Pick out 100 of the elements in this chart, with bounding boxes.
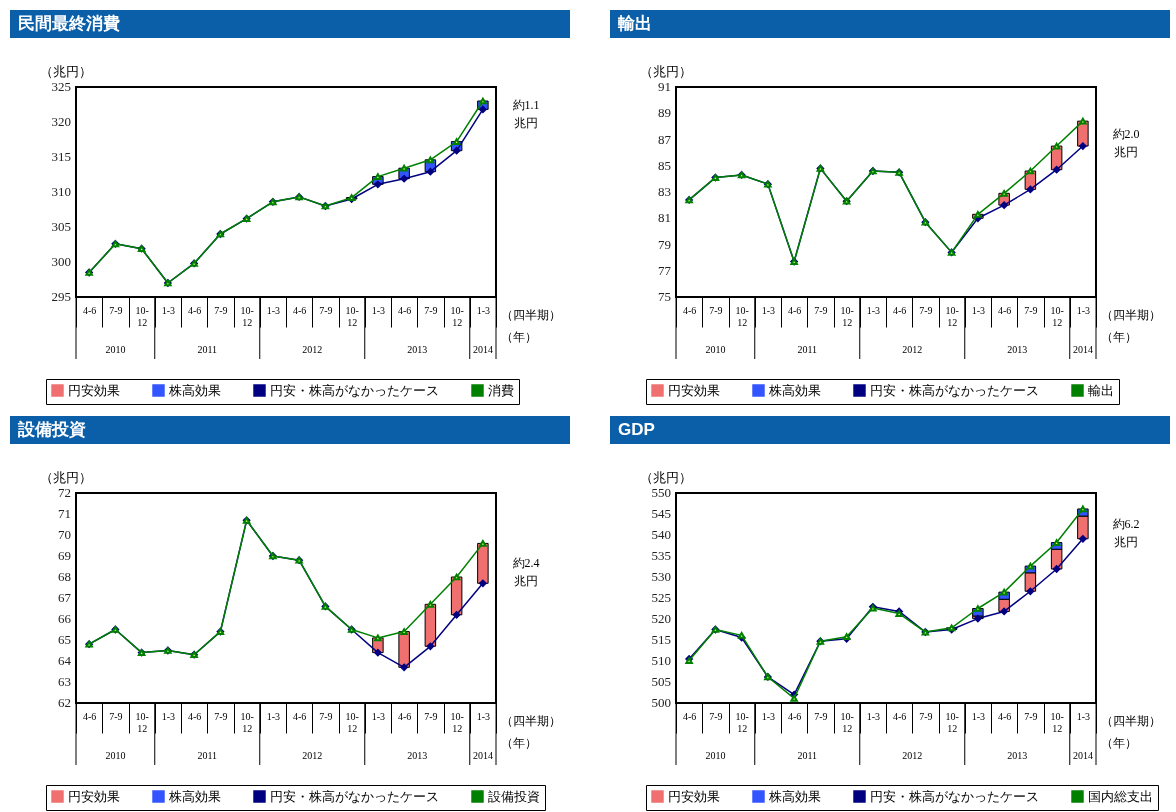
text: 2011: [197, 344, 218, 355]
x-tick-label: 1-3: [266, 710, 281, 722]
legend-label: 円安効果: [668, 788, 720, 804]
y-tick-label: 540: [651, 527, 671, 542]
x-tick-label: 4-6: [997, 710, 1012, 722]
x-tick-label: 7-9: [109, 304, 123, 316]
y-tick-label: 510: [651, 653, 671, 668]
x-tick-label: 10-12: [1050, 304, 1064, 328]
x-tick-label: 7-9: [319, 304, 333, 316]
x-tick-label: 10-12: [945, 304, 959, 328]
legend-label: 円安・株高がなかったケース: [870, 788, 1039, 804]
x-tick-label: 7-9: [214, 304, 228, 316]
legend-label: 円安効果: [668, 382, 720, 398]
y-tick-label: 79: [658, 236, 671, 252]
legend-label: 消費: [488, 382, 514, 398]
text: 2011: [197, 750, 218, 761]
x-tick-label: 7-9: [214, 710, 228, 722]
text: 2013: [1007, 750, 1028, 761]
x-tick-label: 7-9: [424, 710, 438, 722]
x-tick-label: 10-12: [945, 710, 959, 734]
x-tick-label: 1-3: [1076, 304, 1091, 316]
chart-title: 輸出: [610, 10, 1170, 38]
x-tick-label: 4-6: [682, 710, 697, 722]
x-tick-label: 1-3: [761, 710, 776, 722]
x-tick-label: 10-12: [450, 304, 464, 328]
x-tick-label: 4-6: [892, 710, 907, 722]
x-tick-label: 1-3: [371, 710, 386, 722]
chart-title: GDP: [610, 416, 1170, 444]
text: 2012: [302, 750, 323, 761]
x-tick-label: 10-12: [450, 710, 464, 734]
chart-title: 民間最終消費: [10, 10, 570, 38]
x-tick-label: 7-9: [1024, 304, 1038, 316]
y-tick-label: 87: [658, 131, 672, 147]
y-tick-label: 310: [51, 184, 71, 199]
x-tick-label: 7-9: [319, 710, 333, 722]
y-tick-label: 545: [651, 506, 671, 521]
y-tick-label: 320: [51, 114, 71, 129]
x-tick-label: 4-6: [82, 304, 97, 316]
text: （年）: [501, 736, 537, 750]
legend-label: 株高効果: [768, 382, 821, 398]
y-tick-label: 530: [651, 569, 671, 584]
x-tick-label: 10-12: [1050, 710, 1064, 734]
y-tick-label: 525: [651, 590, 671, 605]
x-tick-label: 7-9: [919, 304, 933, 316]
y-axis-title: （兆円）: [640, 64, 692, 79]
x-tick-label: 4-6: [187, 304, 202, 316]
y-tick-label: 66: [58, 611, 72, 626]
y-tick-label: 305: [51, 219, 71, 234]
x-tick-label: 1-3: [866, 304, 881, 316]
x-tick-label: 1-3: [266, 304, 281, 316]
text: 約6.2 兆円: [1112, 516, 1140, 549]
text: （年）: [1101, 736, 1137, 750]
text: 2012: [902, 750, 923, 761]
x-tick-label: 10-12: [135, 710, 149, 734]
text: 2010: [705, 750, 726, 761]
x-tick-label: 1-3: [161, 710, 176, 722]
text: 2011: [797, 750, 818, 761]
y-tick-label: 91: [658, 79, 671, 94]
legend-label: 円安・株高がなかったケース: [870, 382, 1039, 398]
y-tick-label: 505: [651, 674, 671, 689]
x-tick-label: 1-3: [761, 304, 776, 316]
text: 約2.4 兆円: [512, 556, 540, 589]
y-tick-label: 64: [58, 653, 72, 668]
y-axis-title: （兆円）: [40, 64, 92, 79]
y-tick-label: 63: [58, 674, 71, 689]
y-tick-label: 325: [51, 79, 71, 94]
x-tick-label: 1-3: [476, 710, 491, 722]
x-tick-label: 4-6: [397, 304, 412, 316]
x-tick-label: 10-12: [135, 304, 149, 328]
x-tick-label: 4-6: [292, 304, 307, 316]
x-tick-label: 4-6: [787, 304, 802, 316]
text: 2013: [407, 344, 428, 355]
y-tick-label: 69: [58, 548, 71, 563]
y-tick-label: 68: [58, 569, 71, 584]
x-tick-label: 4-6: [292, 710, 307, 722]
text: （年）: [501, 330, 537, 344]
x-tick-label: 7-9: [109, 710, 123, 722]
x-tick-label: 10-12: [735, 304, 749, 328]
y-tick-label: 315: [51, 149, 71, 164]
text: 2012: [302, 344, 323, 355]
legend-label: 株高効果: [168, 788, 221, 804]
text: 2011: [797, 344, 818, 355]
x-tick-label: 1-3: [971, 710, 986, 722]
y-tick-label: 77: [658, 262, 672, 278]
chart-title: 設備投資: [10, 416, 570, 444]
legend-label: 円安・株高がなかったケース: [270, 382, 439, 398]
y-tick-label: 75: [658, 289, 671, 304]
legend-label: 輸出: [1088, 382, 1114, 398]
text: 2010: [105, 344, 126, 355]
y-tick-label: 550: [651, 485, 671, 500]
x-axis-title: （四半期）: [501, 714, 561, 728]
legend-label: 国内総支出: [1088, 788, 1153, 804]
text: 2013: [1007, 344, 1028, 355]
legend-label: 株高効果: [168, 382, 221, 398]
x-tick-label: 10-12: [345, 710, 359, 734]
legend-label: 設備投資: [488, 788, 540, 804]
text: （年）: [1101, 330, 1137, 344]
x-tick-label: 4-6: [187, 710, 202, 722]
x-tick-label: 7-9: [814, 710, 828, 722]
x-tick-label: 4-6: [892, 304, 907, 316]
